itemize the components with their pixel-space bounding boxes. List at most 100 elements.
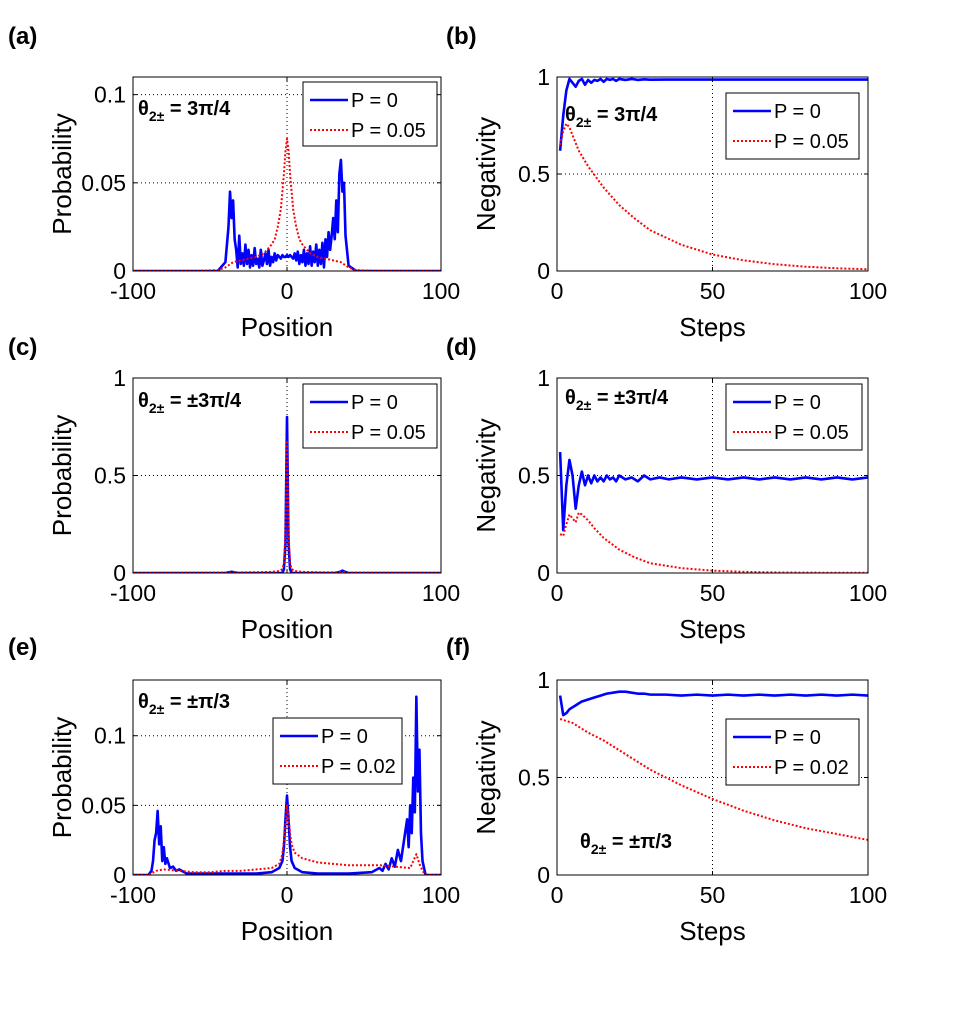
series-line-2 [559, 718, 868, 841]
y-tick-label: 0.05 [81, 170, 126, 196]
series-group [558, 690, 868, 841]
theta-subscript: 2± [591, 841, 607, 857]
series-group [558, 452, 868, 573]
y-tick-label: 0.5 [518, 161, 550, 187]
y-tick-label: 0 [113, 258, 126, 284]
legend: P = 0 P = 0.05 [725, 383, 863, 451]
y-tick-label: 0.1 [94, 82, 126, 108]
panel-label: (f) [446, 634, 470, 661]
legend-label-2: P = 0.05 [351, 120, 426, 142]
legend: P = 0 P = 0.02 [725, 718, 860, 786]
y-axis-label: Negativity [471, 418, 501, 532]
x-tick-label: 0 [281, 580, 294, 606]
panel-d: (d) 0 50 100 0 0.5 1 Steps Negativity θ2± = ±3π/4… [446, 334, 887, 644]
y-axis-label: Probability [47, 113, 77, 234]
legend-label-1: P = 0 [351, 90, 398, 112]
legend-label-2: P = 0.05 [774, 422, 849, 444]
y-tick-label: 0 [113, 560, 126, 586]
x-axis-label: Position [241, 916, 334, 946]
theta-symbol: θ [565, 387, 576, 409]
series-group [558, 77, 868, 271]
y-axis-label: Probability [47, 415, 77, 536]
series-line-1 [558, 77, 868, 151]
legend-label-1: P = 0 [351, 392, 398, 414]
theta-annotation: θ2± = ±π/3 [138, 691, 230, 717]
y-tick-label: 0.1 [94, 723, 126, 749]
series-line-2 [133, 804, 441, 875]
theta-value: = 3π/4 [164, 98, 231, 120]
series-line-1 [133, 415, 441, 573]
panel-label: (d) [446, 334, 477, 361]
theta-symbol: θ [565, 104, 576, 126]
y-tick-label: 1 [537, 667, 550, 693]
series-line-2 [559, 511, 868, 573]
x-tick-label: -100 [110, 278, 156, 304]
y-tick-label: 0.5 [518, 765, 550, 791]
legend-label-1: P = 0 [774, 101, 821, 123]
x-tick-label: 100 [422, 278, 460, 304]
theta-subscript: 2± [576, 397, 592, 413]
x-tick-label: -100 [110, 882, 156, 908]
y-tick-label: 0.05 [81, 792, 126, 818]
theta-symbol: θ [138, 390, 149, 412]
theta-subscript: 2± [576, 114, 592, 130]
x-tick-label: 50 [700, 580, 726, 606]
panel-f: (f) 0 50 100 0 0.5 1 Steps Negativity θ2± = ±π/3 P… [446, 634, 887, 946]
legend-box [725, 383, 863, 451]
x-axis-label: Steps [679, 312, 746, 342]
y-tick-label: 1 [537, 365, 550, 391]
y-tick-label: 0 [113, 862, 126, 888]
theta-subscript: 2± [149, 400, 165, 416]
legend-box [272, 717, 403, 785]
theta-subscript: 2± [149, 108, 165, 124]
panel-b: (b) 0 50 100 0 0.5 1 Steps Negativity θ2± = 3π/4 P… [446, 23, 887, 342]
theta-annotation: θ2± = ±π/3 [580, 831, 672, 857]
y-tick-label: 0.5 [518, 463, 550, 489]
series-line-1 [133, 695, 441, 875]
theta-annotation: θ2± = ±3π/4 [565, 387, 669, 413]
legend-label-2: P = 0.02 [774, 757, 849, 779]
theta-symbol: θ [580, 831, 591, 853]
series-line-2 [133, 439, 441, 573]
y-axis-label: Negativity [471, 117, 501, 231]
x-tick-label: -100 [110, 580, 156, 606]
series-line-2 [133, 137, 441, 271]
x-axis-label: Position [241, 614, 334, 644]
theta-annotation: θ2± = 3π/4 [138, 98, 231, 124]
x-tick-label: 0 [551, 580, 564, 606]
legend-box [725, 92, 860, 160]
y-axis-label: Probability [47, 717, 77, 838]
series-group [133, 415, 441, 573]
theta-value: = ±3π/4 [591, 387, 669, 409]
legend: P = 0 P = 0.05 [302, 81, 438, 147]
x-tick-label: 0 [281, 278, 294, 304]
legend-label-1: P = 0 [321, 726, 368, 748]
panel-e: (e)-100 0 10000.050.1PositionProbabilityθ2… [8, 634, 460, 946]
x-tick-label: 100 [422, 580, 460, 606]
x-tick-label: 0 [551, 278, 564, 304]
x-tick-label: 0 [281, 882, 294, 908]
legend-label-2: P = 0.05 [774, 131, 849, 153]
y-tick-label: 0.5 [94, 463, 126, 489]
x-tick-label: 50 [700, 278, 726, 304]
y-tick-label: 0 [537, 560, 550, 586]
series-line-1 [133, 158, 441, 271]
series-group [133, 137, 441, 271]
y-tick-label: 1 [113, 365, 126, 391]
legend-label-2: P = 0.02 [321, 756, 396, 778]
theta-value: = ±3π/4 [164, 390, 242, 412]
panel-label: (b) [446, 23, 477, 50]
theta-symbol: θ [138, 98, 149, 120]
y-tick-label: 0 [537, 862, 550, 888]
x-tick-label: 50 [700, 882, 726, 908]
legend: P = 0 P = 0.05 [302, 383, 438, 449]
legend-label-1: P = 0 [774, 392, 821, 414]
x-tick-label: 0 [551, 882, 564, 908]
legend-label-1: P = 0 [774, 727, 821, 749]
y-axis-label: Negativity [471, 720, 501, 834]
x-axis-label: Steps [679, 614, 746, 644]
series-line-1 [558, 452, 868, 532]
x-tick-label: 100 [849, 580, 887, 606]
panel-label: (e) [8, 634, 37, 661]
theta-value: = 3π/4 [591, 104, 658, 126]
